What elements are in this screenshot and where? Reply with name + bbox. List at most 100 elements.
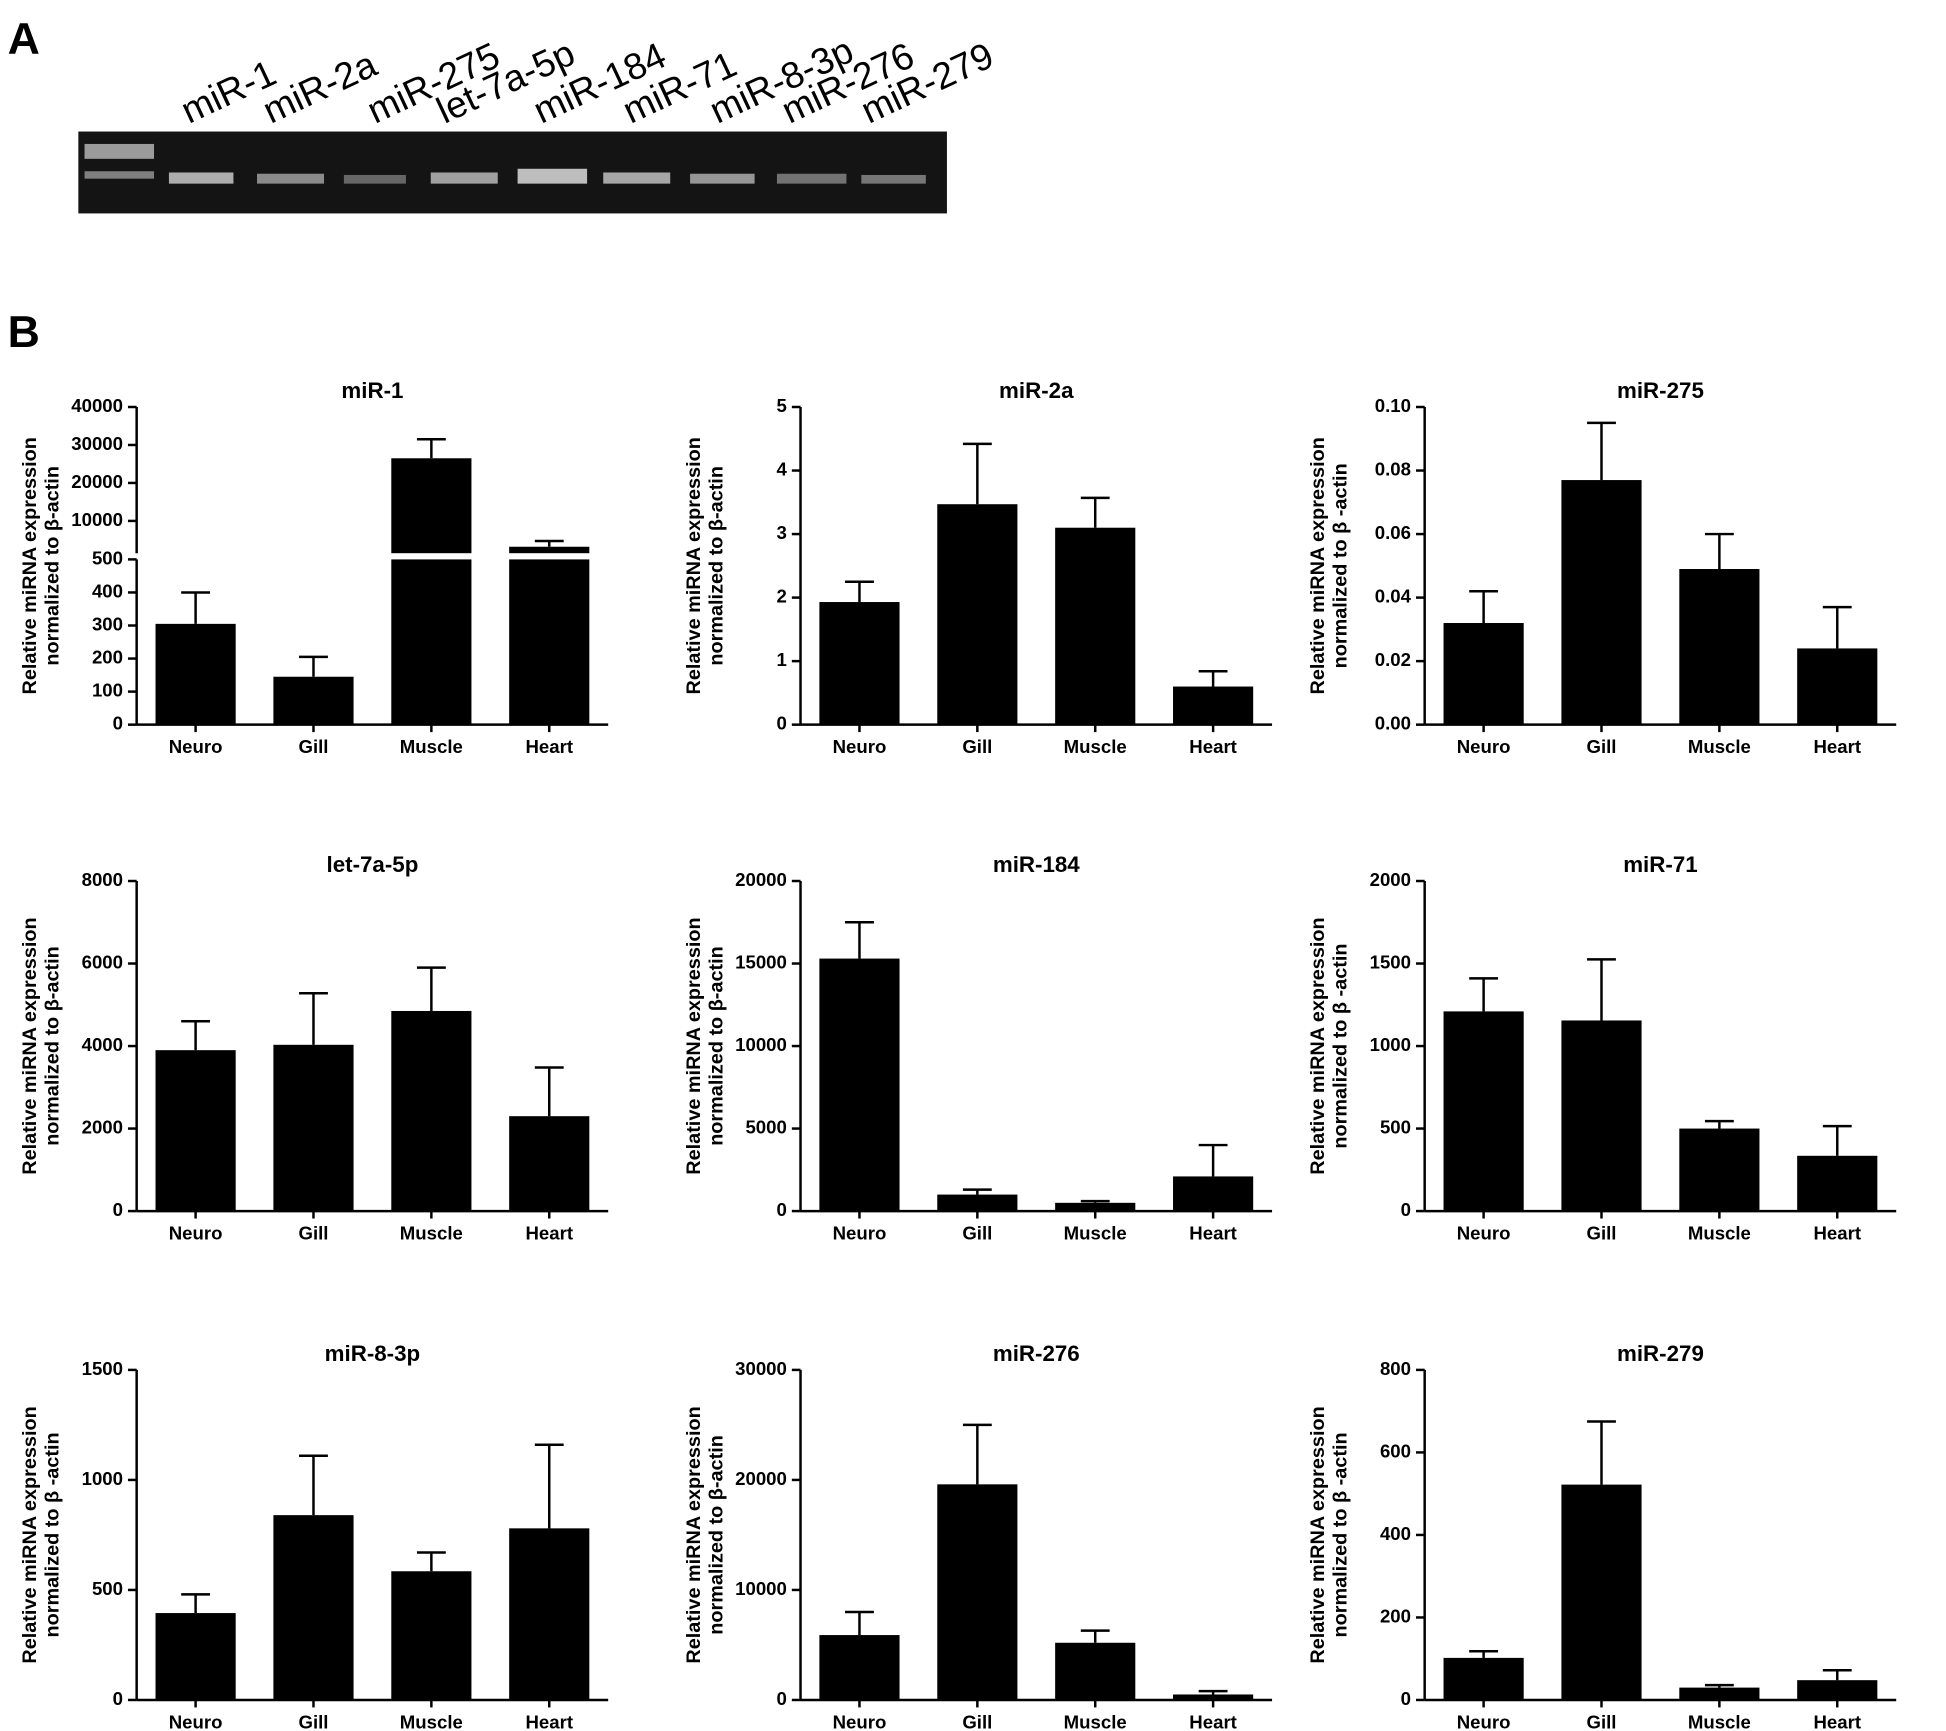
bar	[937, 1484, 1018, 1700]
y-axis-label-line: normalized to β -actin	[1330, 463, 1352, 668]
y-tick-label: 1000	[82, 1468, 123, 1489]
y-tick-label: 0.08	[1375, 458, 1411, 479]
y-tick-label: 10000	[71, 509, 123, 530]
x-tick-label: Muscle	[400, 736, 463, 757]
y-tick-label: 200	[92, 646, 123, 667]
y-tick-label: 6000	[82, 951, 123, 972]
chart-title: miR-8-3p	[325, 1341, 421, 1366]
y-axis-label-line: Relative miRNA expression	[683, 917, 705, 1174]
y-axis-label-line: Relative miRNA expression	[683, 1406, 705, 1663]
panel-label: A	[8, 15, 40, 64]
chart-title: let-7a-5p	[327, 852, 419, 877]
x-tick-label: Muscle	[400, 1223, 463, 1244]
y-tick-label: 4	[777, 458, 788, 479]
bar	[273, 676, 354, 725]
y-tick-label: 2	[777, 586, 787, 607]
chart-title: miR-275	[1617, 378, 1704, 403]
axis-break	[507, 553, 591, 560]
chart-title: miR-2a	[999, 378, 1074, 403]
x-tick-label: Neuro	[169, 1711, 223, 1731]
y-tick-label: 200	[1380, 1605, 1411, 1626]
x-tick-label: Heart	[1189, 736, 1237, 757]
bar	[155, 1613, 236, 1700]
bar	[155, 1050, 236, 1212]
y-axis-label: Relative miRNA expressionnormalized to β…	[19, 437, 63, 694]
y-tick-label: 0	[113, 1199, 123, 1220]
y-tick-label: 0	[1401, 1688, 1411, 1709]
bar	[1173, 1694, 1254, 1700]
x-tick-label: Heart	[1813, 1711, 1861, 1731]
y-axis-label-line: normalized to β-actin	[42, 466, 64, 666]
y-axis-label: Relative miRNA expressionnormalized to β…	[1307, 437, 1351, 694]
bar-chart: miR-2a Relative miRNA expressionnormalize…	[683, 378, 1273, 757]
y-tick-label: 30000	[71, 433, 123, 454]
chart-title: miR-71	[1623, 852, 1697, 877]
y-tick-label: 0.10	[1375, 395, 1411, 416]
lane-label: miR-2a	[256, 42, 383, 131]
bar	[1443, 1657, 1524, 1700]
bar	[391, 1010, 472, 1212]
x-tick-label: Muscle	[1064, 1711, 1127, 1731]
bar	[273, 1515, 354, 1700]
axis-break	[390, 553, 473, 560]
bar-chart: let-7a-5p Relative miRNA expressionnormal…	[19, 852, 609, 1244]
x-tick-label: Heart	[1813, 1223, 1861, 1244]
bar	[1561, 1484, 1642, 1700]
y-tick-label: 0.00	[1375, 713, 1411, 734]
y-tick-label: 3	[777, 522, 787, 543]
bar-chart: miR-184 Relative miRNA expressionnormaliz…	[683, 852, 1273, 1244]
bar	[155, 623, 236, 725]
gel-image	[78, 131, 947, 214]
y-tick-label: 0	[113, 713, 123, 734]
x-tick-label: Neuro	[833, 1223, 887, 1244]
y-tick-label: 600	[1380, 1440, 1411, 1461]
y-tick-label: 15000	[735, 951, 787, 972]
x-tick-label: Gill	[962, 1711, 992, 1731]
x-tick-label: Heart	[1189, 1223, 1237, 1244]
y-axis-label-line: Relative miRNA expression	[19, 917, 41, 1174]
y-axis-label-line: Relative miRNA expression	[1307, 1406, 1329, 1663]
y-tick-label: 500	[92, 547, 123, 568]
x-tick-label: Muscle	[1064, 1223, 1127, 1244]
bar	[509, 546, 590, 725]
x-tick-label: Muscle	[1688, 736, 1751, 757]
y-axis-label-line: normalized to β-actin	[42, 946, 64, 1146]
x-tick-label: Gill	[298, 1711, 328, 1731]
y-tick-label: 8000	[82, 869, 123, 890]
y-tick-label: 0	[1401, 1199, 1411, 1220]
bar	[1797, 648, 1878, 725]
y-tick-label: 0.02	[1375, 649, 1411, 670]
y-tick-label: 400	[1380, 1523, 1411, 1544]
y-tick-label: 400	[92, 580, 123, 601]
chart-title: miR-1	[341, 378, 403, 403]
y-tick-label: 2000	[82, 1116, 123, 1137]
y-tick-label: 500	[92, 1578, 123, 1599]
y-axis-label: Relative miRNA expressionnormalized to β…	[683, 437, 727, 694]
x-tick-label: Muscle	[1688, 1223, 1751, 1244]
y-tick-label: 5	[777, 395, 787, 416]
bar	[1055, 1202, 1136, 1212]
bar	[819, 1635, 900, 1700]
bar	[1561, 1020, 1642, 1212]
y-axis-label-line: normalized to β -actin	[1330, 1432, 1352, 1637]
y-tick-label: 0	[113, 1688, 123, 1709]
y-tick-label: 4000	[82, 1034, 123, 1055]
y-tick-label: 0	[777, 1688, 787, 1709]
y-axis-label: Relative miRNA expressionnormalized to β…	[1307, 917, 1351, 1174]
y-tick-label: 0	[777, 713, 787, 734]
y-axis-label-line: Relative miRNA expression	[19, 437, 41, 694]
y-axis-label-line: Relative miRNA expression	[1307, 917, 1329, 1174]
bar-chart: miR-1 Relative miRNA expressionnormalized…	[19, 378, 609, 757]
bar	[509, 1528, 590, 1700]
y-tick-label: 30000	[735, 1358, 787, 1379]
y-axis-label-line: Relative miRNA expression	[1307, 437, 1329, 694]
x-tick-label: Heart	[1813, 736, 1861, 757]
x-tick-label: Heart	[525, 1223, 573, 1244]
bar-chart: miR-279 Relative miRNA expressionnormaliz…	[1307, 1341, 1897, 1731]
bar	[819, 602, 900, 725]
x-tick-label: Neuro	[1457, 1711, 1511, 1731]
y-axis-label-line: normalized to β-actin	[706, 1435, 728, 1635]
y-tick-label: 0	[777, 1199, 787, 1220]
y-tick-label: 10000	[735, 1034, 787, 1055]
